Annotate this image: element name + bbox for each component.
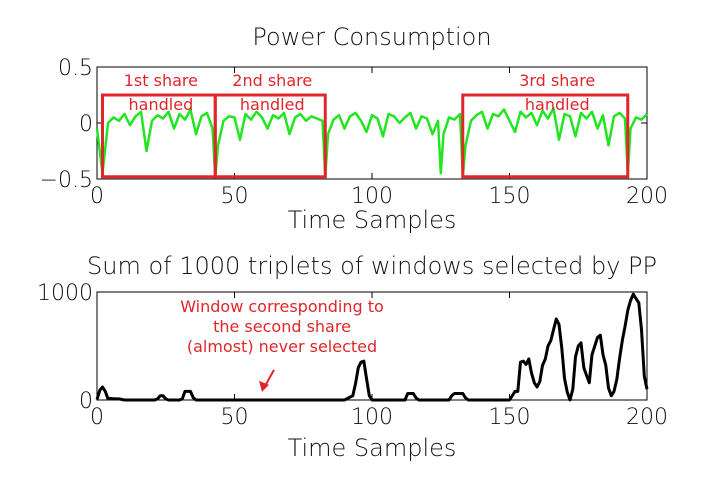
share-box <box>461 93 630 179</box>
annotation-label: (almost) never selected <box>187 337 377 356</box>
x-axis-label-bottom: Time Samples <box>288 434 457 462</box>
window-sum-plot: Sum of 1000 triplets of windows selected… <box>37 252 668 462</box>
share-label: handled <box>240 95 305 114</box>
series-line <box>95 292 649 402</box>
series-power-trace <box>95 107 648 179</box>
x-tick-label: 200 <box>626 405 668 430</box>
x-tick-label: 100 <box>351 184 393 209</box>
y-tick-label: −0.5 <box>40 168 93 193</box>
y-tick-label: 0 <box>79 389 93 414</box>
annotation-label: the second share <box>213 317 351 336</box>
x-tick-label: 200 <box>626 184 668 209</box>
plot-title-window-sum: Sum of 1000 triplets of windows selected… <box>87 252 657 280</box>
x-tick-label: 50 <box>221 184 249 209</box>
y-tick-label: 0 <box>79 112 93 137</box>
share-label: 3rd share <box>519 71 595 90</box>
plot-title-power-consumption: Power Consumption <box>252 23 491 51</box>
axis-ticks-bottom: 0 50 100 150 200 1000 0 <box>37 281 668 430</box>
annotation-label: Window corresponding to <box>180 297 384 316</box>
share-annotations: 1st share handled 2nd share handled 3rd shar… <box>101 71 630 179</box>
x-tick-label: 150 <box>489 405 531 430</box>
x-tick-label: 50 <box>221 405 249 430</box>
share-label: handled <box>525 95 590 114</box>
share-label: 1st share <box>124 71 198 90</box>
series-window-sum <box>95 292 649 402</box>
x-tick-label: 150 <box>489 184 531 209</box>
x-tick-label: 100 <box>351 405 393 430</box>
x-tick-label: 0 <box>90 184 104 209</box>
y-tick-label: 0.5 <box>58 56 93 81</box>
share-box <box>213 93 327 179</box>
share-label: 2nd share <box>232 71 312 90</box>
annotation-arrow-head <box>259 380 269 392</box>
x-tick-label: 0 <box>90 405 104 430</box>
share-label: handled <box>129 95 194 114</box>
y-tick-label: 1000 <box>37 281 93 306</box>
x-axis-label-top: Time Samples <box>288 206 457 234</box>
series-line <box>95 107 648 179</box>
